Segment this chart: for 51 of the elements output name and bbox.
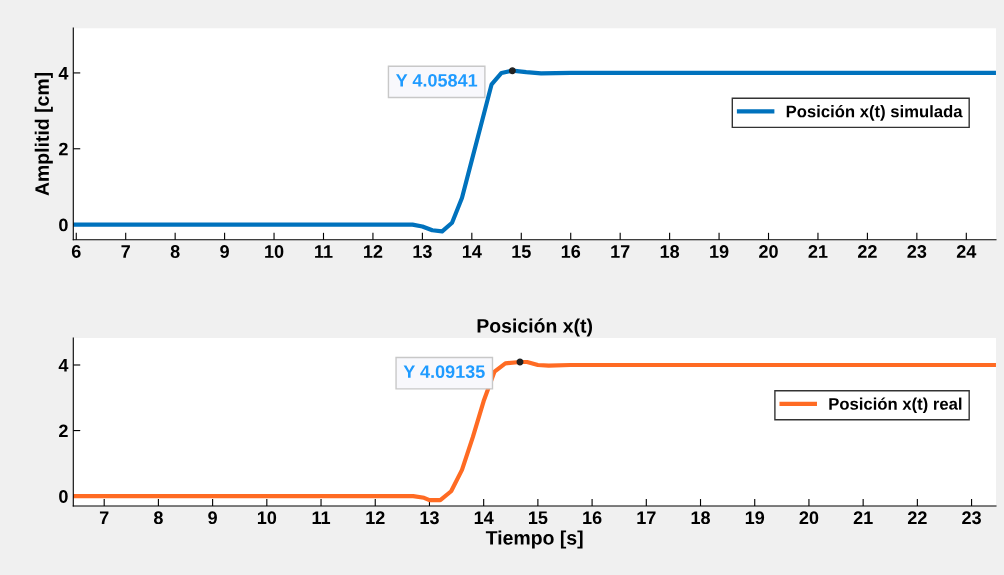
x-axis-title: Tiempo [s] <box>485 530 583 549</box>
annotation: Y 4.05841 <box>395 73 478 87</box>
x-tick-label: 9 <box>220 245 229 258</box>
x-tick-label: 8 <box>153 511 163 525</box>
x-tick-label: 14 <box>462 245 482 258</box>
x-tick-label: 16 <box>561 245 581 258</box>
x-tick-label: 7 <box>99 511 109 524</box>
x-tick-label: 15 <box>528 511 548 525</box>
x-tick-label: 23 <box>962 511 981 525</box>
x-tick-label: 20 <box>799 511 819 525</box>
x-tick-label: 13 <box>413 245 432 258</box>
x-tick-label: 11 <box>315 245 333 258</box>
x-tick-label: 8 <box>170 245 180 258</box>
y-tick-label: 4 <box>58 359 69 372</box>
y-tick-label: 4 <box>58 67 69 80</box>
y-tick-label: 2 <box>59 424 68 438</box>
x-tick-label: 21 <box>853 511 873 524</box>
y-tick-label: 0 <box>59 218 68 232</box>
x-tick-label: 10 <box>265 245 284 258</box>
annotation: Y 4.09135 <box>403 365 485 379</box>
y-tick-label: 0 <box>59 490 68 503</box>
x-tick-label: 22 <box>857 245 877 258</box>
x-tick-label: 20 <box>759 245 778 258</box>
x-tick-label: 16 <box>583 511 602 525</box>
x-tick-label: 12 <box>364 245 383 258</box>
x-tick-label: 23 <box>907 245 927 258</box>
x-tick-label: 6 <box>71 245 81 258</box>
x-tick-label: 11 <box>312 511 331 524</box>
x-tick-label: 17 <box>611 245 630 258</box>
x-tick-label: 19 <box>710 245 729 258</box>
x-tick-label: 13 <box>420 511 439 525</box>
y-tick-label: 2 <box>59 142 68 156</box>
y-axis-title: Amplitid [cm] <box>34 72 53 196</box>
legend-label: Posición x(t) real <box>829 397 962 414</box>
x-tick-label: 17 <box>637 511 656 524</box>
x-tick-label: 22 <box>907 511 927 524</box>
x-tick-label: 14 <box>474 511 494 524</box>
line-series <box>73 358 996 503</box>
x-tick-label: 12 <box>366 511 385 524</box>
legend-label: Posición x(t) simulada <box>786 104 963 121</box>
x-tick-label: 15 <box>512 245 531 258</box>
x-tick-label: 7 <box>121 245 130 258</box>
chart-title: Posición x(t) <box>477 318 593 337</box>
x-tick-label: 19 <box>745 511 765 525</box>
x-tick-label: 21 <box>808 245 828 258</box>
x-tick-label: 18 <box>691 511 711 525</box>
x-tick-label: 24 <box>956 245 977 258</box>
x-tick-label: 18 <box>660 245 680 258</box>
x-tick-label: 10 <box>257 511 277 525</box>
line-series <box>73 67 996 234</box>
x-tick-label: 9 <box>208 511 217 525</box>
